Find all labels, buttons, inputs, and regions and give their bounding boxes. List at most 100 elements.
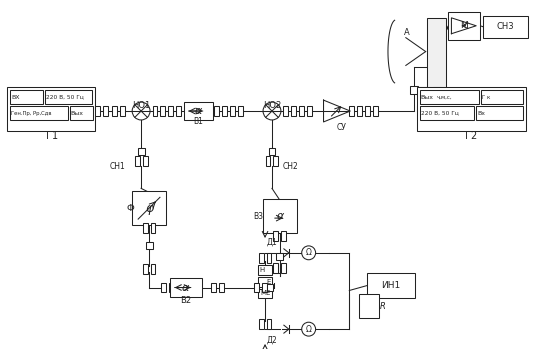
Bar	[143, 264, 147, 274]
Bar	[427, 18, 447, 89]
Text: А: А	[404, 28, 409, 37]
Bar	[214, 106, 219, 116]
Text: Г к: Г к	[482, 95, 491, 100]
Text: Вых: Вых	[421, 95, 434, 100]
Bar	[132, 191, 166, 225]
Text: М: М	[461, 21, 468, 30]
Bar	[273, 231, 279, 241]
Text: α: α	[276, 211, 284, 221]
Bar	[299, 106, 304, 116]
Bar	[410, 86, 417, 94]
Bar	[45, 90, 91, 104]
Text: СН1: СН1	[109, 162, 125, 171]
Text: СН3: СН3	[496, 22, 514, 31]
Bar	[70, 106, 93, 120]
Text: СУ: СУ	[336, 124, 346, 132]
Text: Ω: Ω	[306, 325, 312, 334]
Bar	[120, 106, 125, 116]
Bar	[284, 106, 288, 116]
Bar	[420, 90, 479, 104]
Bar	[258, 265, 272, 275]
Bar	[359, 295, 379, 318]
Text: 220 В, 50 Гц: 220 В, 50 Гц	[46, 95, 84, 100]
Bar	[161, 283, 166, 292]
Text: Ф: Ф	[126, 204, 134, 213]
Bar	[10, 90, 43, 104]
Bar	[7, 87, 95, 131]
Text: МЕ: МЕ	[260, 290, 271, 296]
Bar	[281, 231, 286, 241]
Text: В3: В3	[253, 211, 263, 221]
Text: Ω: Ω	[306, 248, 312, 257]
Bar	[184, 102, 214, 120]
Bar	[481, 90, 523, 104]
Bar	[112, 106, 117, 116]
Text: Д2: Д2	[267, 335, 278, 344]
Bar	[103, 106, 108, 116]
Bar	[357, 106, 362, 116]
Text: НО2: НО2	[263, 101, 281, 110]
Bar	[143, 223, 147, 233]
Bar	[433, 87, 441, 95]
Bar	[307, 106, 312, 116]
Bar	[263, 199, 297, 233]
Bar	[281, 263, 286, 273]
Text: НО1: НО1	[132, 101, 150, 110]
Bar	[219, 283, 224, 292]
Text: 220 В, 50 Гц: 220 В, 50 Гц	[421, 111, 458, 116]
Text: Е: Е	[266, 279, 271, 284]
Bar	[449, 12, 480, 40]
Bar	[230, 106, 235, 116]
Bar	[367, 273, 415, 298]
Bar	[95, 106, 100, 116]
Bar	[151, 264, 155, 274]
Text: ВХ: ВХ	[11, 95, 20, 100]
Text: ч,м,с,: ч,м,с,	[436, 95, 452, 100]
Text: φ: φ	[145, 202, 153, 215]
Bar	[266, 284, 273, 291]
Bar	[152, 106, 158, 116]
Bar	[261, 283, 266, 292]
Text: α: α	[195, 106, 202, 116]
Bar	[349, 106, 354, 116]
Text: α: α	[182, 282, 189, 292]
Bar	[211, 283, 216, 292]
Text: Д1: Д1	[267, 237, 278, 246]
Bar	[273, 156, 279, 165]
Bar	[266, 253, 272, 263]
Text: Вх: Вх	[477, 111, 485, 116]
Text: Г2: Г2	[465, 131, 477, 141]
Bar	[365, 106, 370, 116]
Bar	[273, 263, 279, 273]
Bar	[483, 16, 528, 38]
Bar	[277, 253, 284, 260]
Text: В1: В1	[194, 118, 203, 126]
Bar	[420, 106, 474, 120]
Text: В2: В2	[180, 296, 192, 305]
Bar	[266, 156, 271, 165]
Text: Ген.Пр, Рр,Сдв: Ген.Пр, Рр,Сдв	[11, 111, 52, 116]
Bar	[259, 319, 264, 329]
Bar	[258, 289, 272, 298]
Text: Вых: Вых	[70, 111, 84, 116]
Text: R: R	[380, 302, 386, 311]
Bar	[170, 277, 202, 297]
Bar	[146, 243, 152, 249]
Text: ИН1: ИН1	[381, 281, 401, 290]
Bar	[476, 106, 523, 120]
Bar	[258, 277, 272, 287]
Bar	[138, 148, 145, 155]
Bar	[266, 319, 272, 329]
Bar	[238, 106, 243, 116]
Bar	[417, 87, 526, 131]
Bar	[160, 106, 165, 116]
Bar	[169, 283, 174, 292]
Bar	[176, 106, 181, 116]
Bar	[143, 156, 147, 165]
Bar	[291, 106, 296, 116]
Text: Н: Н	[259, 267, 264, 273]
Bar	[222, 106, 227, 116]
Bar	[10, 106, 68, 120]
Bar	[373, 106, 378, 116]
Text: СН2: СН2	[283, 162, 299, 171]
